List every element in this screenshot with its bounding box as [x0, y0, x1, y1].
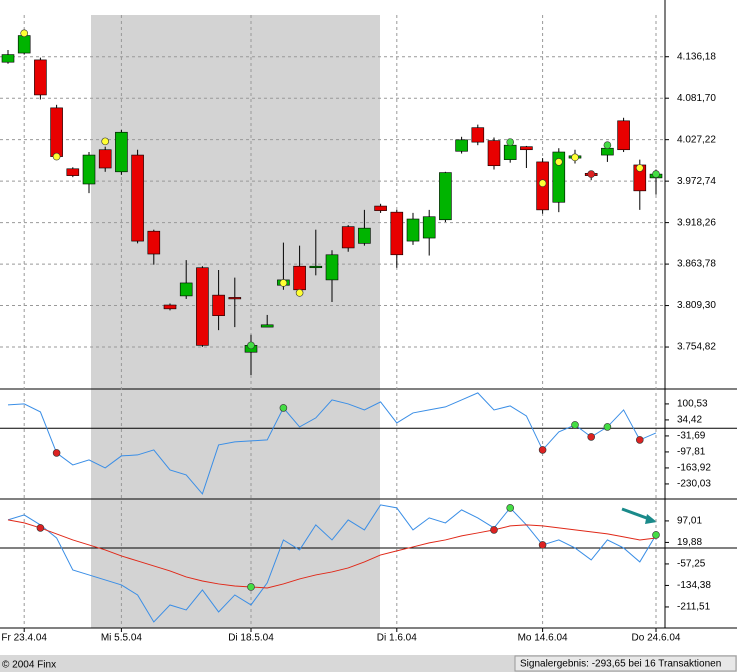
y-tick-label: -230,03 [677, 479, 711, 490]
candle-body [390, 211, 404, 256]
candle-body [17, 35, 31, 54]
candle-body [293, 265, 306, 291]
y-tick-label: 19,88 [677, 537, 702, 548]
signal-marker [490, 526, 498, 534]
y-tick-label: -163,92 [677, 463, 711, 474]
signal-marker [279, 279, 288, 287]
y-tick-label: 3.754,82 [677, 342, 716, 353]
y-tick-label: 4.081,70 [677, 93, 716, 104]
signal-marker [20, 29, 29, 38]
x-tick-label: Do 24.6.04 [632, 633, 681, 644]
indicator-line [7, 504, 657, 623]
candle-body [471, 127, 485, 143]
signal-marker [554, 158, 563, 166]
signal-marker [36, 524, 45, 532]
signal-marker [587, 170, 596, 178]
candle-body [487, 140, 501, 167]
candle-body [212, 294, 225, 316]
y-tick-label: 3.809,30 [677, 300, 716, 311]
y-tick-label: 4.136,18 [677, 51, 716, 62]
signal-marker [247, 341, 255, 350]
candle-body [115, 131, 128, 173]
candle-body [552, 151, 566, 203]
x-tick-label: Di 18.5.04 [228, 633, 274, 644]
candle-body [503, 144, 517, 160]
arrow-head [645, 514, 657, 524]
signal-marker [635, 436, 644, 444]
candle-body [98, 149, 112, 169]
indicator-line [7, 392, 657, 495]
signal-marker [538, 446, 547, 454]
signal-marker [652, 170, 660, 178]
candle-body [82, 154, 96, 185]
candle-body [325, 254, 339, 281]
candle-body [1, 54, 15, 63]
candle-body [260, 324, 274, 328]
candle-body [179, 282, 193, 297]
signal-marker [506, 138, 515, 146]
signal-marker [538, 541, 547, 549]
x-tick-label: Mi 5.5.04 [101, 633, 143, 644]
shaded-period [91, 15, 380, 628]
x-tick-label: Di 1.6.04 [377, 633, 417, 644]
y-tick-label: -57,25 [677, 559, 706, 570]
candle-body [374, 205, 387, 211]
y-tick-label: -97,81 [677, 447, 706, 458]
candle-body [439, 172, 452, 221]
candle-body [34, 59, 47, 96]
signal-marker [52, 152, 61, 161]
candle-body [341, 226, 355, 249]
copyright: © 2004 Finx [2, 660, 56, 671]
signal-marker [506, 504, 515, 512]
signal-marker [538, 179, 547, 188]
candle-body [455, 139, 468, 152]
signal-marker [603, 423, 612, 431]
signal-marker [101, 137, 109, 146]
signal-marker [247, 583, 255, 591]
signal-marker [279, 404, 288, 412]
y-tick-label: 97,01 [677, 516, 702, 527]
candle-body [163, 304, 177, 310]
signal-marker [571, 153, 579, 162]
candle-body [309, 265, 323, 269]
candle-body [228, 297, 242, 300]
result-box [514, 655, 737, 672]
signal-marker [635, 164, 644, 172]
signal-marker [587, 433, 596, 441]
y-tick-label: 3.918,26 [677, 217, 716, 228]
signal-marker [652, 531, 660, 539]
candle-body [358, 227, 371, 244]
candle-body [617, 120, 630, 151]
signal-marker [571, 421, 579, 429]
signal-result: Signalergebnis: -293,65 bei 16 Transakti… [520, 659, 721, 670]
x-tick-label: Fr 23.4.04 [1, 633, 47, 644]
candle-body [147, 230, 161, 255]
y-tick-label: 100,53 [677, 399, 708, 410]
signal-marker [295, 289, 304, 297]
signal-marker [52, 449, 61, 457]
candle-body [196, 267, 209, 346]
y-tick-label: 4.027,22 [677, 134, 716, 145]
candle-body [66, 168, 80, 176]
candle-body [601, 147, 614, 156]
y-tick-label: -31,69 [677, 431, 706, 442]
x-tick-label: Mo 14.6.04 [518, 633, 568, 644]
candle-body [520, 146, 533, 151]
candle-body [422, 216, 436, 239]
y-tick-label: -211,51 [677, 602, 711, 613]
candle-body [131, 154, 144, 242]
candle-body [50, 107, 63, 157]
candle-body [406, 218, 420, 242]
y-tick-label: 3.972,74 [677, 176, 716, 187]
indicator-line [7, 519, 657, 589]
y-tick-label: -134,38 [677, 580, 711, 591]
y-tick-label: 34,42 [677, 415, 702, 426]
signal-marker [603, 141, 612, 149]
y-tick-label: 3.863,78 [677, 259, 716, 270]
